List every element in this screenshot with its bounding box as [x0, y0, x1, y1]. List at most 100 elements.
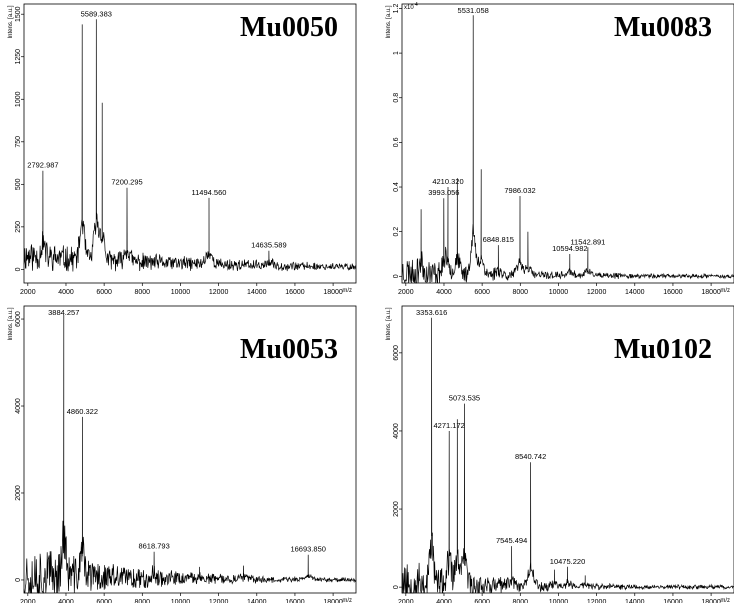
x-tick-label: 16000 [285, 289, 305, 296]
x-tick-label: 10000 [171, 599, 191, 603]
y-tick-label: 0 [15, 267, 22, 271]
peak-label: 16693.850 [290, 545, 325, 554]
x-tick-label: 4000 [58, 599, 74, 603]
spectrum-panel-4: 2000 4000 6000 8000 10000 12000 14000 16000 1800… [386, 305, 734, 606]
x-tick-label: 4000 [436, 599, 452, 603]
x-tick-label: 14000 [625, 289, 645, 296]
peak-label: 4210.320 [432, 177, 463, 186]
x-tick-label: 8000 [513, 289, 529, 296]
x-axis-label: m/z [342, 288, 352, 294]
y-tick-label: 1.2 [393, 3, 400, 13]
x-tick-label: 6000 [96, 599, 112, 603]
plot-frame [23, 3, 357, 284]
peak-label: 10475.220 [550, 557, 585, 566]
y-exponent-power: 4 [415, 2, 418, 8]
x-tick-label: 2000 [398, 289, 414, 296]
panel-title: Mu0050 [240, 12, 338, 43]
x-tick-label: 6000 [474, 599, 490, 603]
peak-label: 8540.742 [515, 452, 546, 461]
y-tick-label: 2000 [393, 501, 400, 517]
y-tick-label: 1250 [15, 49, 22, 65]
panel-title: Mu0053 [240, 334, 338, 365]
peak-label: 2792.987 [27, 161, 58, 170]
x-tick-label: 6000 [474, 289, 490, 296]
peak-label: 7545.494 [496, 536, 527, 545]
x-tick-label: 14000 [247, 289, 267, 296]
y-tick-label: 6000 [15, 311, 22, 327]
spectrum-trace [401, 15, 734, 284]
plot-frame [401, 305, 734, 594]
peak-label: 14635.589 [251, 241, 286, 250]
x-tick-label: 16000 [663, 599, 683, 603]
x-axis-label: m/z [720, 598, 730, 603]
x-tick-label: 10000 [171, 289, 191, 296]
peak-label: 11494.560 [192, 188, 227, 197]
y-axis-label: Intens. [a.u.] [8, 307, 14, 340]
y-tick-label: 1 [393, 51, 400, 55]
panel-title: Mu0083 [614, 12, 712, 43]
plot-frame [401, 3, 734, 284]
y-tick-label: 0 [15, 578, 22, 582]
y-exponent-label: x10 [404, 5, 414, 11]
x-tick-label: 18000 [701, 289, 721, 296]
y-tick-label: 4000 [393, 423, 400, 439]
peak-label: 3353.616 [416, 308, 447, 317]
y-tick-label: 0 [393, 585, 400, 589]
peak-label: 3884.257 [48, 308, 79, 317]
peak-label: 6848.815 [483, 235, 514, 244]
spectrum-trace [402, 317, 734, 594]
x-tick-label: 12000 [587, 289, 607, 296]
x-tick-label: 18000 [701, 599, 721, 603]
y-axis-label: Intens. [a.u.] [386, 5, 392, 38]
x-tick-label: 12000 [209, 289, 229, 296]
y-tick-label: 750 [15, 136, 22, 148]
y-tick-label: 1500 [15, 6, 22, 22]
peak-label: 5073.535 [449, 394, 480, 403]
x-tick-label: 16000 [285, 599, 305, 603]
x-tick-label: 8000 [135, 599, 151, 603]
spectrum-panel-2: 2000 4000 6000 8000 10000 12000 14000 16000 1800… [386, 2, 734, 296]
spectrum-trace [23, 19, 357, 272]
x-tick-label: 4000 [436, 289, 452, 296]
x-axis-label: m/z [342, 598, 352, 603]
peak-label: 5589.383 [81, 9, 112, 18]
y-tick-label: 4000 [15, 398, 22, 414]
x-tick-label: 12000 [587, 599, 607, 603]
y-axis-label: Intens. [a.u.] [386, 307, 392, 340]
y-tick-label: 1000 [15, 91, 22, 107]
x-axis-label: m/z [720, 288, 730, 294]
y-tick-label: 0.8 [393, 93, 400, 103]
spectrum-panel-3: 2000 4000 6000 8000 10000 12000 14000 16000 1800… [8, 305, 357, 606]
x-tick-label: 8000 [513, 599, 529, 603]
x-tick-label: 6000 [96, 289, 112, 296]
x-tick-label: 4000 [58, 289, 74, 296]
y-tick-label: 0.6 [393, 137, 400, 147]
x-tick-label: 8000 [135, 289, 151, 296]
panel-title: Mu0102 [614, 334, 712, 365]
peak-label: 7986.032 [504, 186, 535, 195]
peak-label: 5531.058 [458, 6, 489, 15]
spectrum-trace [23, 314, 357, 594]
spectrum-panel-1: 2000 4000 6000 8000 10000 12000 14000 16000 1800… [8, 3, 357, 296]
y-tick-label: 500 [15, 178, 22, 190]
y-tick-label: 0.2 [393, 227, 400, 237]
peak-label: 10594.982 [552, 244, 587, 253]
peak-label: 4271.172 [434, 421, 465, 430]
x-tick-label: 16000 [663, 289, 683, 296]
x-tick-label: 18000 [323, 289, 343, 296]
plot-frame [23, 305, 357, 594]
x-tick-label: 2000 [20, 599, 36, 603]
y-axis-label: Intens. [a.u.] [8, 5, 14, 38]
y-tick-label: 250 [15, 221, 22, 233]
peak-label: 11542.891 [570, 237, 605, 246]
x-tick-label: 12000 [209, 599, 229, 603]
x-tick-label: 14000 [625, 599, 645, 603]
x-tick-label: 10000 [549, 289, 569, 296]
peak-label: 4860.322 [67, 407, 98, 416]
peak-label: 7200.295 [111, 178, 142, 187]
y-tick-label: 0.4 [393, 182, 400, 192]
x-tick-label: 10000 [549, 599, 569, 603]
peak-label: 3993.056 [428, 188, 459, 197]
y-tick-label: 0 [393, 274, 400, 278]
y-tick-label: 6000 [393, 345, 400, 361]
